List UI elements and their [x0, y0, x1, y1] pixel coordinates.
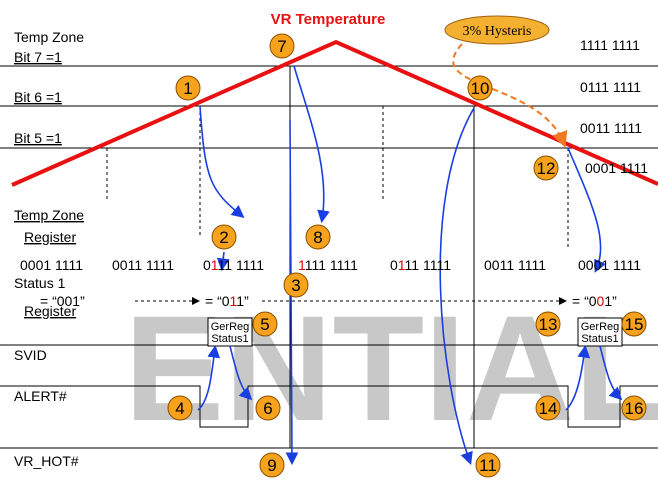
text-segment: = “001”	[40, 293, 85, 309]
marker-label: 3	[291, 276, 300, 295]
hysteresis-bubble	[444, 15, 550, 45]
register-value: 0011 1111	[112, 257, 174, 273]
box-label: GerReg	[211, 321, 250, 333]
marker	[467, 75, 493, 101]
register-value: 0011 1111	[484, 257, 546, 273]
marker-label: 11	[479, 456, 497, 475]
text-segment: 0001 1111	[20, 257, 83, 273]
temperature-curve	[11, 39, 658, 187]
label: Bit 7 =1	[14, 49, 62, 65]
text-segment: 0011 1111	[484, 257, 546, 273]
label: Status 1	[14, 275, 66, 291]
register-value: 0001 1111	[578, 257, 641, 273]
zone-label: 1111 1111	[580, 37, 640, 53]
zone-label: 0111 1111	[580, 79, 641, 95]
status-value: = “001”	[572, 293, 617, 309]
label: Register	[24, 229, 76, 245]
label: Temp Zone	[14, 207, 84, 223]
marker-label: 16	[625, 399, 644, 418]
text-segment: 1	[298, 257, 306, 273]
text-segment: 1	[398, 257, 406, 273]
text-segment: 0011 1111	[112, 257, 174, 273]
box	[577, 317, 623, 347]
grid-lines	[0, 65, 658, 449]
marker	[269, 33, 295, 59]
zone-label: 0001 1111	[585, 160, 648, 176]
marker	[283, 272, 309, 298]
register-value: 1111 1111	[298, 257, 358, 273]
label: Bit 6 =1	[14, 89, 62, 105]
marker	[533, 155, 559, 181]
zone-label: 0011 1111	[580, 120, 642, 136]
label: VR_HOT#	[14, 453, 79, 469]
marker	[305, 224, 331, 250]
marker-label: 13	[539, 315, 558, 334]
marker-label: 1	[183, 79, 192, 98]
text-segment: 11 1111	[405, 257, 452, 273]
marker-label: 4	[175, 399, 184, 418]
marker	[255, 395, 281, 421]
alert-signal	[0, 385, 658, 428]
register-value: 0111 1111	[390, 257, 451, 273]
label: Temp Zone	[14, 29, 84, 45]
marker-label: 14	[539, 399, 558, 418]
marker	[621, 311, 647, 337]
marker	[167, 395, 193, 421]
text-segment: 11 1111	[218, 257, 265, 273]
text-segment: 0	[597, 293, 605, 309]
hysteresis-label: 3% Hysteris	[463, 24, 532, 39]
box-label: Status1	[211, 333, 248, 345]
register-value: 0001 1111	[20, 257, 83, 273]
marker-label: 15	[625, 315, 644, 334]
status-value: = “011”	[205, 293, 249, 309]
status-value: = “001”	[40, 293, 85, 309]
marker-label: 6	[263, 399, 272, 418]
marker	[211, 224, 237, 250]
box-label: GerReg	[581, 321, 620, 333]
register-value: 0111 1111	[203, 257, 264, 273]
arrows	[197, 65, 623, 466]
marker	[252, 311, 278, 337]
marker-label: 12	[537, 159, 556, 178]
text-segment: 1”	[237, 293, 249, 309]
text-segment: 1	[230, 293, 238, 309]
label: ALERT#	[14, 388, 67, 404]
marker	[535, 395, 561, 421]
marker-label: 8	[313, 228, 322, 247]
marker	[535, 311, 561, 337]
marker	[621, 395, 647, 421]
marker	[259, 452, 285, 478]
title: VR Temperature	[271, 11, 386, 28]
label: Register	[24, 303, 76, 319]
box-label: Status1	[581, 333, 618, 345]
text-segment: 1	[211, 257, 219, 273]
text-segment: = “0	[572, 293, 597, 309]
text-segment: 111 1111	[305, 257, 358, 273]
marker	[175, 75, 201, 101]
text-segment: 1”	[604, 293, 617, 309]
marker-label: 10	[471, 79, 490, 98]
text-segment: 0	[390, 257, 398, 273]
marker-label: 5	[260, 315, 269, 334]
text-segment: = “0	[205, 293, 230, 309]
marker-label: 7	[277, 37, 286, 56]
marker-label: 2	[219, 228, 228, 247]
text-segment: 0001 1111	[578, 257, 641, 273]
label: Bit 5 =1	[14, 130, 62, 146]
marker-label: 9	[267, 456, 276, 475]
text-segment: 0	[203, 257, 211, 273]
marker	[475, 452, 501, 478]
label: SVID	[14, 347, 47, 363]
